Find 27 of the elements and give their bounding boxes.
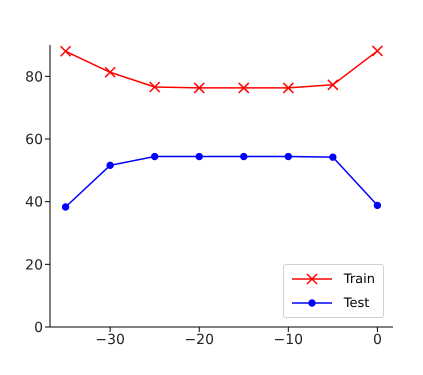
point bbox=[327, 79, 339, 91]
point bbox=[282, 82, 294, 94]
y-tick-label: 40 bbox=[25, 194, 43, 211]
y-tick-label: 80 bbox=[25, 69, 43, 86]
y-tick-label: 60 bbox=[25, 132, 43, 148]
point bbox=[284, 152, 292, 160]
point bbox=[150, 152, 158, 160]
point bbox=[60, 46, 72, 58]
point bbox=[240, 152, 248, 160]
point bbox=[374, 202, 382, 210]
point bbox=[193, 82, 205, 94]
y-tick-label: 20 bbox=[25, 257, 43, 274]
point bbox=[62, 203, 70, 211]
point bbox=[148, 81, 160, 93]
point bbox=[238, 82, 250, 94]
x-tick-label: −30 bbox=[95, 332, 125, 348]
legend-label: Train bbox=[344, 272, 375, 286]
x-tick-label: 0 bbox=[372, 332, 382, 348]
x-tick-label: −10 bbox=[274, 332, 304, 348]
point bbox=[104, 66, 116, 78]
point bbox=[329, 153, 337, 161]
point bbox=[196, 152, 203, 160]
y-tick-label: 0 bbox=[34, 320, 43, 336]
x-tick-label: −20 bbox=[184, 332, 214, 348]
point bbox=[106, 162, 114, 170]
legend-label: Test bbox=[344, 296, 370, 310]
point bbox=[372, 45, 384, 57]
